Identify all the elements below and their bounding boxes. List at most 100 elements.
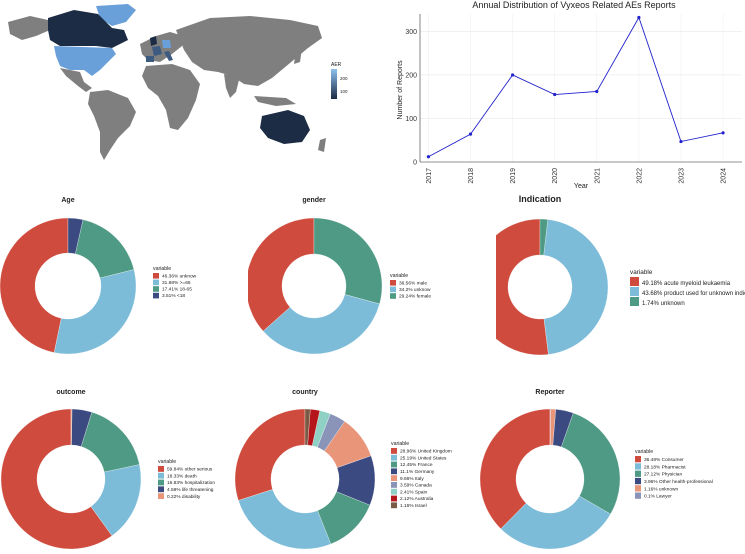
x-tick-label: 2017 [426, 168, 433, 184]
legend-swatch-gender [390, 293, 396, 299]
line-point [511, 73, 514, 76]
legend-swatch-indication [630, 297, 639, 306]
legend-title-outcome: variable [158, 459, 176, 465]
legend-label-indication: 1.74% unknown [642, 301, 685, 307]
legend-label-reporter: 0.1% Lawyer [644, 494, 672, 500]
donut-title-country: country [292, 389, 318, 396]
line-point [637, 16, 640, 19]
line-series-reports [428, 17, 723, 156]
legend-label-indication: 49.18% acute myeloid leukaemia [642, 281, 731, 287]
legend-swatch-country [391, 496, 397, 502]
map-legend-title: AER [331, 62, 342, 68]
legend-swatch-gender [390, 287, 396, 293]
map-legend-tick-1: 200 [340, 76, 348, 81]
y-axis-label: Number of Reports [397, 60, 404, 120]
y-tick-label: 200 [405, 72, 417, 79]
line-chart-title: Annual Distribution of Vyxeos Related AE… [472, 0, 676, 10]
line-point [679, 140, 682, 143]
legend-label-outcome: 4.59% life threatening [167, 487, 214, 493]
x-tick-label: 2022 [636, 168, 643, 184]
line-points [427, 16, 725, 158]
legend-swatch-age [153, 273, 159, 279]
legend-title-gender: variable [390, 273, 408, 279]
legend-title-reporter: variable [635, 449, 653, 455]
legend-swatch-outcome [158, 480, 164, 486]
legend-swatch-age [153, 286, 159, 292]
legend-swatch-reporter [635, 493, 641, 499]
line-chart-panel: Annual Distribution of Vyxeos Related AE… [380, 0, 745, 190]
legend-label-country: 28.96% United Kingdom [400, 449, 452, 455]
x-tick-label: 2020 [552, 168, 559, 184]
map-africa [142, 64, 200, 130]
legend-swatch-reporter [635, 471, 641, 477]
legend-title-age: variable [153, 266, 171, 272]
donut-slice-gender [314, 218, 382, 304]
legend-label-country: 2.41% Spain [400, 489, 428, 495]
donut-slice-gender [248, 218, 314, 331]
legend-swatch-country [391, 448, 397, 454]
x-tick-label: 2018 [468, 168, 475, 184]
legend-label-age: 3.51% <18 [162, 293, 185, 299]
legend-swatch-country [391, 475, 397, 481]
legend-label-age: 17.41% 18-65 [162, 287, 192, 293]
legend-label-country: 9.66% Italy [400, 476, 424, 482]
legend-swatch-indication [630, 277, 639, 286]
world-map: AER 200 100 [0, 0, 360, 175]
y-tick-label: 0 [413, 160, 417, 167]
legend-swatch-country [391, 455, 397, 461]
legend-swatch-gender [390, 280, 396, 286]
donut-slice-reporter [480, 409, 550, 529]
legend-label-country: 11.1% Germany [400, 469, 435, 475]
legend-swatch-age [153, 293, 159, 299]
donut-slice-age [0, 218, 68, 353]
donut-title-reporter: Reporter [535, 389, 564, 396]
legend-swatch-country [391, 482, 397, 488]
legend-label-country: 3.59% Canada [400, 483, 432, 489]
donut-slice-age [54, 269, 136, 354]
legend-label-age: 31.88% >=65 [162, 280, 191, 286]
donut-title-indication: Indication [519, 194, 562, 204]
donut-title-gender: gender [302, 197, 326, 204]
map-indonesia [254, 96, 296, 106]
legend-label-gender: 34.2% unknow [399, 287, 431, 293]
donut-slice-indication [544, 219, 608, 354]
legend-swatch-outcome [158, 493, 164, 499]
map-australia [260, 110, 310, 144]
donut-slice-country [238, 489, 331, 549]
legend-swatch-country [391, 489, 397, 495]
legend-label-gender: 29.24% female [399, 294, 431, 300]
x-tick-label: 2023 [678, 168, 685, 184]
legend-swatch-country [391, 462, 397, 468]
x-tick-label: 2024 [721, 168, 728, 184]
legend-swatch-age [153, 280, 159, 286]
legend-label-outcome: 0.22% disability [167, 494, 201, 500]
map-alaska [8, 16, 50, 40]
legend-label-reporter: 28.18% Pharmacist [644, 464, 686, 470]
x-tick-label: 2019 [510, 168, 517, 184]
legend-label-outcome: 16.83% hospitalization [167, 480, 215, 486]
legend-label-reporter: 3.96% Other health-professional [644, 479, 713, 485]
legend-label-country: 12.45% France [400, 462, 433, 468]
line-point [721, 131, 724, 134]
legend-label-age: 46.36% unknow [162, 273, 197, 279]
map-legend-colorbar [331, 69, 337, 99]
legend-swatch-reporter [635, 456, 641, 462]
map-germany [162, 40, 171, 48]
map-india [224, 74, 240, 98]
legend-swatch-country [391, 468, 397, 474]
line-point [427, 155, 430, 158]
line-point [469, 133, 472, 136]
donut-slice-outcome [81, 412, 139, 472]
legend-label-country: 25.19% United States [400, 455, 447, 461]
